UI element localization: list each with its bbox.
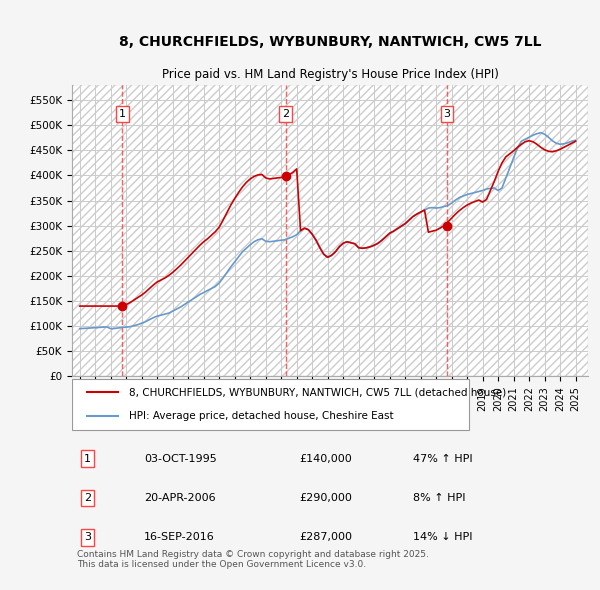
Text: £140,000: £140,000 (299, 454, 352, 464)
Text: 2: 2 (282, 109, 289, 119)
Text: 8% ↑ HPI: 8% ↑ HPI (413, 493, 465, 503)
Text: 2: 2 (84, 493, 91, 503)
Text: 03-OCT-1995: 03-OCT-1995 (144, 454, 217, 464)
Text: Price paid vs. HM Land Registry's House Price Index (HPI): Price paid vs. HM Land Registry's House … (161, 68, 499, 81)
Text: £287,000: £287,000 (299, 532, 352, 542)
Text: 8, CHURCHFIELDS, WYBUNBURY, NANTWICH, CW5 7LL (detached house): 8, CHURCHFIELDS, WYBUNBURY, NANTWICH, CW… (129, 387, 506, 397)
FancyBboxPatch shape (72, 379, 469, 430)
Text: 16-SEP-2016: 16-SEP-2016 (144, 532, 215, 542)
Text: HPI: Average price, detached house, Cheshire East: HPI: Average price, detached house, Ches… (129, 411, 394, 421)
Text: 3: 3 (84, 532, 91, 542)
Text: 1: 1 (84, 454, 91, 464)
Text: 20-APR-2006: 20-APR-2006 (144, 493, 216, 503)
Text: 1: 1 (119, 109, 126, 119)
Text: 3: 3 (443, 109, 451, 119)
Text: 14% ↓ HPI: 14% ↓ HPI (413, 532, 472, 542)
Text: 47% ↑ HPI: 47% ↑ HPI (413, 454, 472, 464)
Text: 8, CHURCHFIELDS, WYBUNBURY, NANTWICH, CW5 7LL: 8, CHURCHFIELDS, WYBUNBURY, NANTWICH, CW… (119, 35, 541, 48)
Text: Contains HM Land Registry data © Crown copyright and database right 2025.
This d: Contains HM Land Registry data © Crown c… (77, 550, 429, 569)
Text: £290,000: £290,000 (299, 493, 352, 503)
